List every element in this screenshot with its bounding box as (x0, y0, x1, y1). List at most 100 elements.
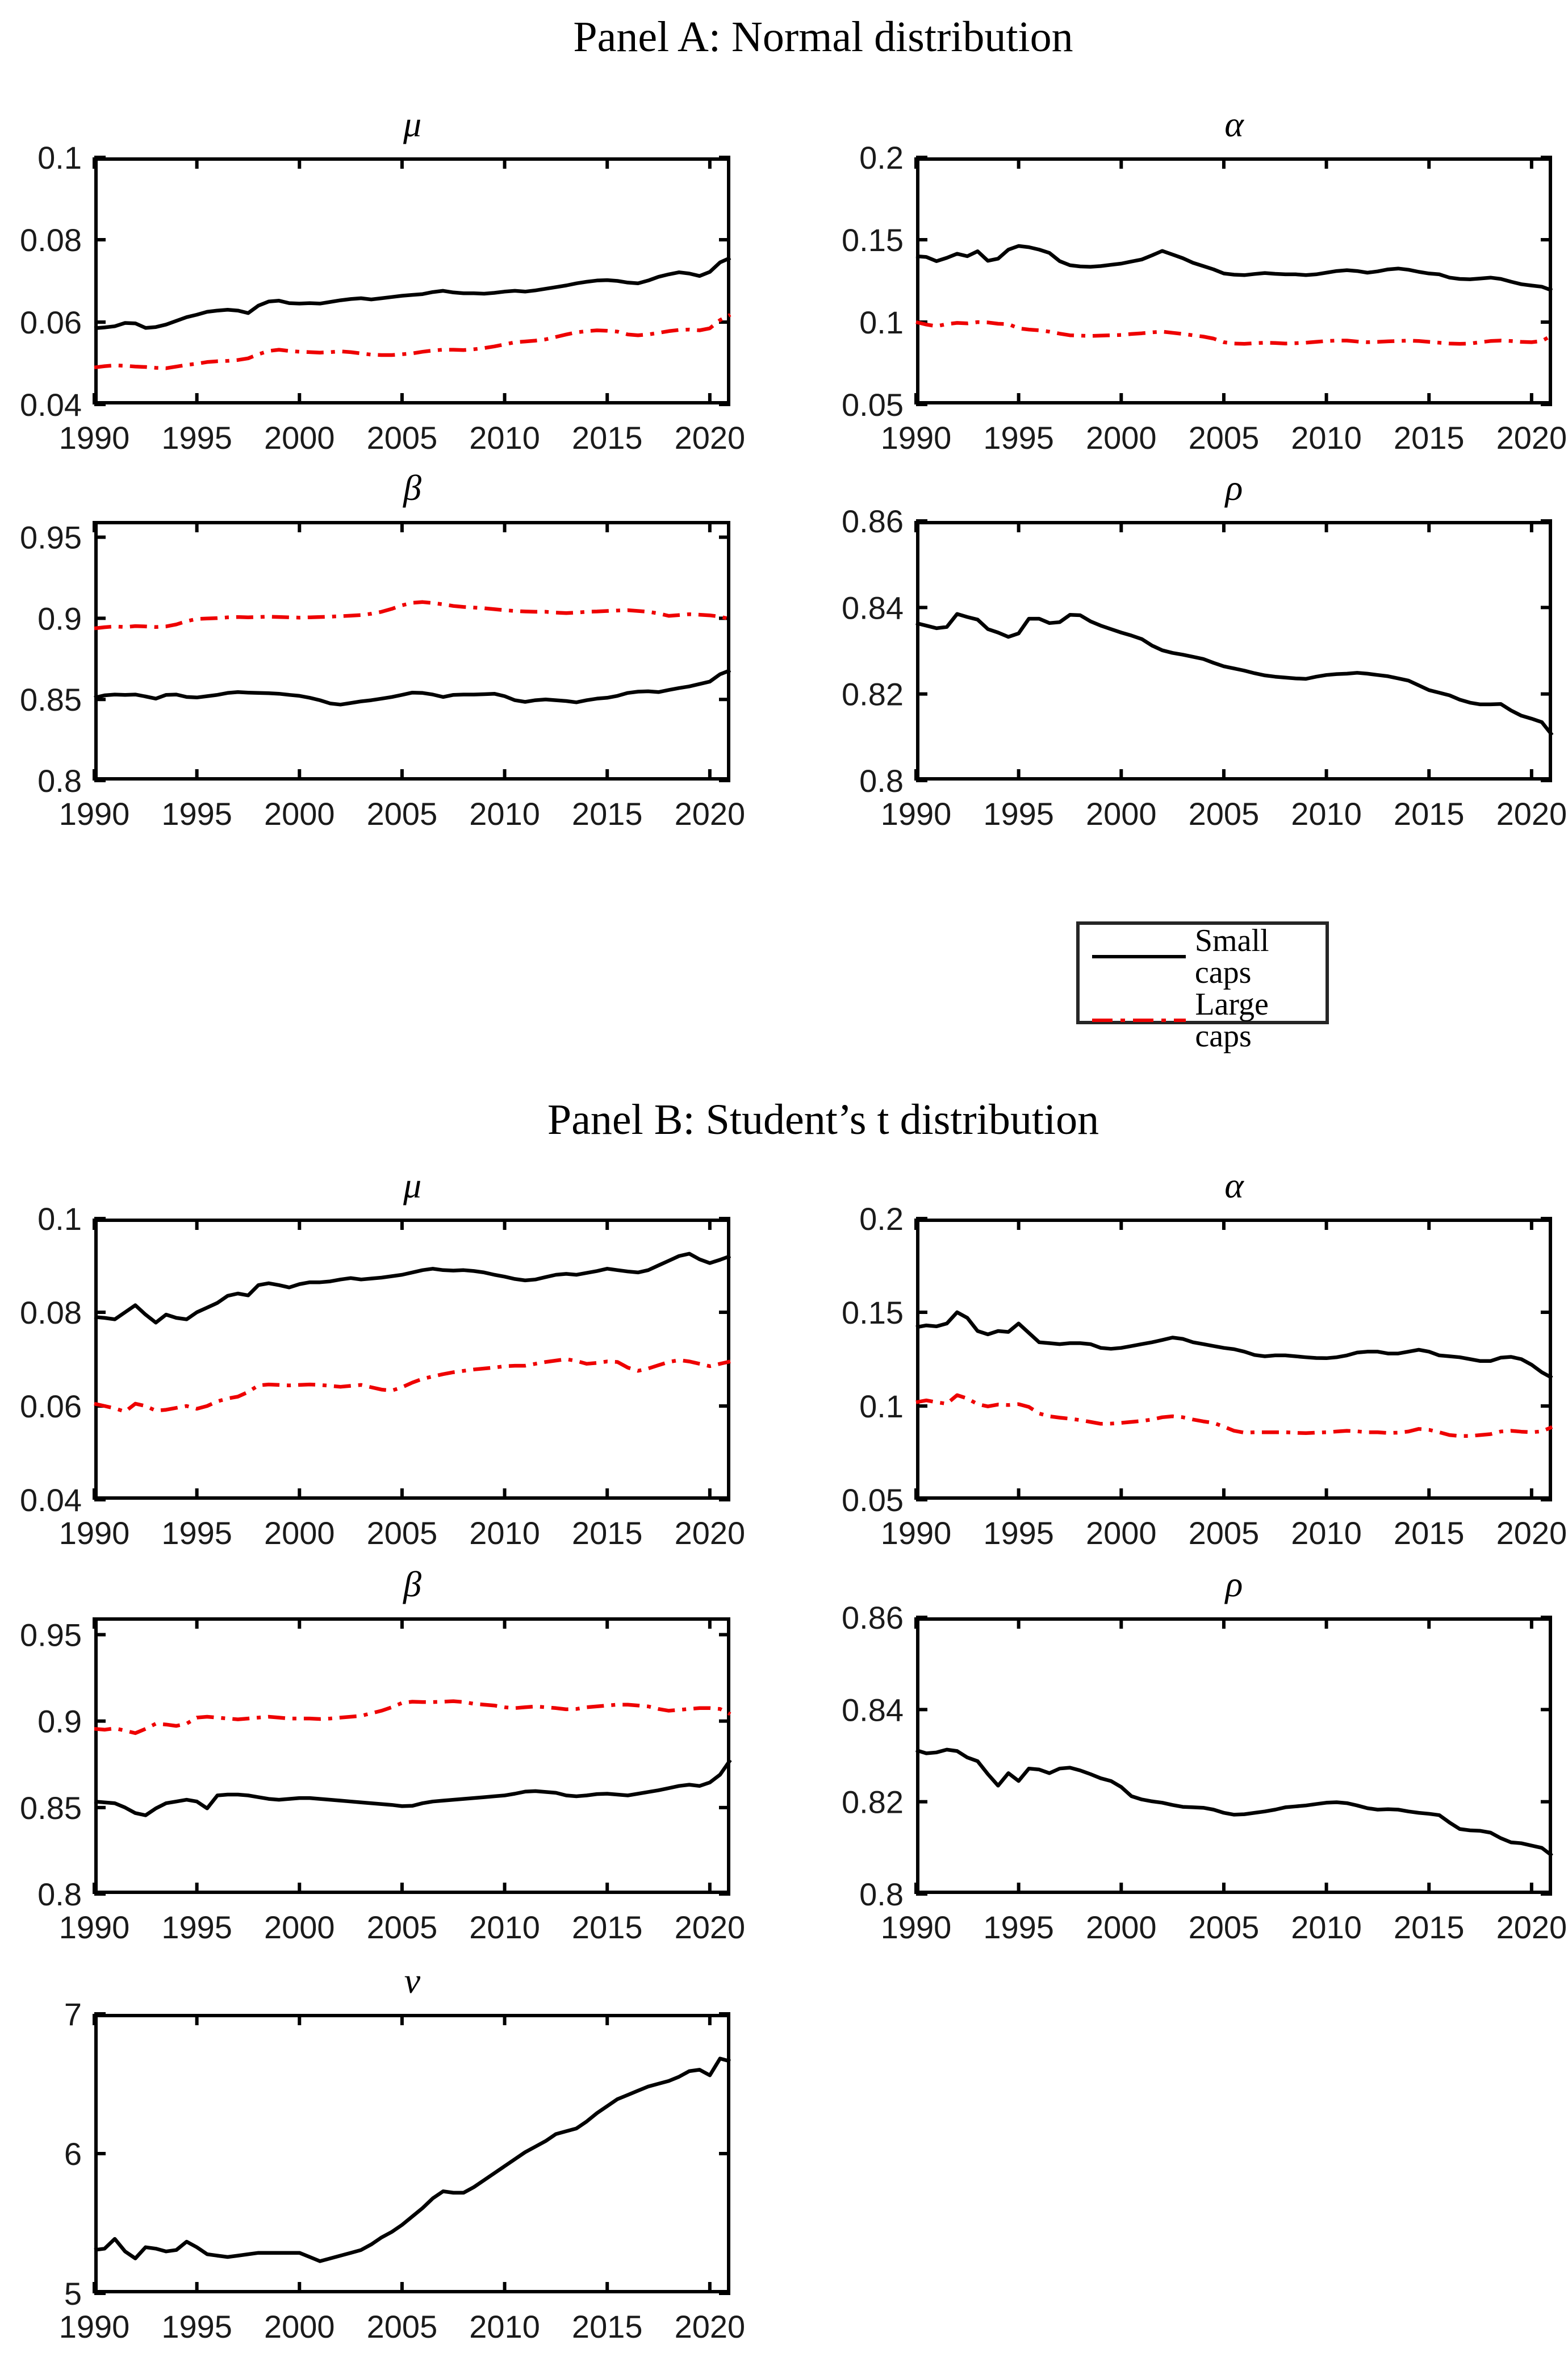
svg-text:1995: 1995 (983, 1909, 1054, 1945)
panel-b-title: Panel B: Student’s t distribution (547, 1096, 1099, 1144)
svg-text:2015: 2015 (572, 2309, 643, 2344)
svg-text:2005: 2005 (367, 796, 438, 832)
svg-text:0.2: 0.2 (859, 140, 904, 176)
svg-text:1990: 1990 (59, 796, 130, 832)
svg-text:1990: 1990 (881, 1515, 952, 1551)
svg-text:2020: 2020 (1496, 1515, 1567, 1551)
subplot-panelA-rho: ρ 1990 1995 2000 2005 2010 2015 2020 0.8 0.82 0.8… (825, 467, 1568, 860)
svg-text:5: 5 (64, 2276, 82, 2312)
svg-text:0.9: 0.9 (37, 600, 82, 636)
subplot-panelB-mu: μ 1990 1995 2000 2005 2010 2015 2020 0.04 0.06 0.… (3, 1165, 833, 1579)
svg-text:0.1: 0.1 (37, 1201, 82, 1237)
svg-text:2010: 2010 (1291, 1909, 1362, 1945)
legend-item-small-caps: Small caps (1092, 925, 1326, 988)
svg-text:2020: 2020 (1496, 796, 1567, 832)
svg-text:1990: 1990 (59, 420, 130, 456)
svg-text:2005: 2005 (1189, 420, 1260, 456)
svg-text:0.8: 0.8 (37, 1876, 82, 1912)
svg-text:2010: 2010 (469, 420, 540, 456)
svg-text:0.86: 0.86 (842, 503, 904, 539)
subplot-panelA-mu: μ 1990 1995 2000 2005 2010 2015 2020 0.04 0.06 0.… (3, 103, 833, 484)
plot-title-rho: ρ (1225, 1564, 1243, 1604)
svg-text:2010: 2010 (1291, 796, 1362, 832)
svg-text:1995: 1995 (161, 1515, 232, 1551)
svg-text:0.85: 0.85 (20, 682, 82, 717)
svg-text:2015: 2015 (1394, 1909, 1465, 1945)
plot-title-mu: μ (403, 1165, 422, 1205)
line-chart-panelB-alpha: 1990 1995 2000 2005 2010 2015 2020 0.05 0.1 0.15 0… (842, 1201, 1567, 1551)
svg-text:2000: 2000 (264, 420, 335, 456)
svg-text:2000: 2000 (264, 1515, 335, 1551)
svg-text:1995: 1995 (983, 420, 1054, 456)
svg-text:0.1: 0.1 (859, 1388, 904, 1424)
svg-text:1990: 1990 (881, 1909, 952, 1945)
legend-line-solid-icon (1092, 955, 1186, 958)
svg-text:2020: 2020 (675, 1909, 746, 1945)
subplot-panelB-beta: β 1990 1995 2000 2005 2010 2015 2020 0.8 0.85 0.9… (3, 1563, 833, 1974)
svg-text:0.8: 0.8 (37, 763, 82, 799)
svg-text:2010: 2010 (469, 2309, 540, 2344)
svg-text:0.15: 0.15 (842, 222, 904, 258)
svg-text:0.95: 0.95 (20, 520, 82, 556)
plot-title-alpha: α (1224, 1165, 1244, 1205)
svg-text:0.82: 0.82 (842, 1784, 904, 1820)
svg-text:2005: 2005 (367, 420, 438, 456)
legend-label-small-caps: Small caps (1194, 923, 1269, 990)
svg-text:2020: 2020 (675, 1515, 746, 1551)
svg-text:2005: 2005 (1189, 796, 1260, 832)
subplot-panelA-beta: β 1990 1995 2000 2005 2010 2015 2020 0.8 0.85 0.9… (3, 467, 833, 860)
subplot-panelB-alpha: α 1990 1995 2000 2005 2010 2015 2020 0.05 0.1 0.1… (825, 1165, 1568, 1579)
line-chart-panelA-alpha: 1990 1995 2000 2005 2010 2015 2020 0.05 0.1 0.15 0… (842, 140, 1567, 456)
svg-text:2015: 2015 (572, 1909, 643, 1945)
svg-text:1995: 1995 (983, 796, 1054, 832)
svg-text:2020: 2020 (675, 796, 746, 832)
svg-text:2020: 2020 (675, 420, 746, 456)
plot-title-alpha: α (1224, 104, 1244, 144)
svg-text:2020: 2020 (675, 2309, 746, 2344)
svg-text:1990: 1990 (59, 1515, 130, 1551)
svg-text:1995: 1995 (161, 2309, 232, 2344)
svg-text:2005: 2005 (1189, 1515, 1260, 1551)
line-chart-panelA-rho: 1990 1995 2000 2005 2010 2015 2020 0.8 0.82 0.84 0… (842, 503, 1567, 832)
line-chart-panelB-beta: 1990 1995 2000 2005 2010 2015 2020 0.8 0.85 0.9 0.… (20, 1617, 745, 1945)
svg-text:0.04: 0.04 (20, 1482, 82, 1518)
svg-text:1995: 1995 (161, 1909, 232, 1945)
panel-a-title: Panel A: Normal distribution (573, 13, 1073, 61)
subplot-panelB-rho: ρ 1990 1995 2000 2005 2010 2015 2020 0.8 0.82 0.8… (825, 1563, 1568, 1974)
svg-text:2000: 2000 (1086, 1909, 1157, 1945)
subplot-panelA-alpha: α 1990 1995 2000 2005 2010 2015 2020 0.05 0.1 0.1… (825, 103, 1568, 484)
svg-text:2020: 2020 (1496, 420, 1567, 456)
svg-text:2005: 2005 (367, 2309, 438, 2344)
line-chart-panelB-rho: 1990 1995 2000 2005 2010 2015 2020 0.8 0.82 0.84 0… (842, 1600, 1567, 1945)
plot-title-beta: β (403, 1564, 421, 1604)
plot-title-nu: ν (404, 1960, 421, 2001)
svg-text:0.95: 0.95 (20, 1617, 82, 1653)
svg-text:7: 7 (64, 1996, 82, 2032)
line-chart-panelA-beta: 1990 1995 2000 2005 2010 2015 2020 0.8 0.85 0.9 0.… (20, 520, 745, 832)
svg-text:0.8: 0.8 (859, 763, 904, 799)
svg-text:1995: 1995 (161, 420, 232, 456)
line-chart-panelA-mu: 1990 1995 2000 2005 2010 2015 2020 0.04 0.06 0.08… (20, 140, 745, 456)
svg-text:0.1: 0.1 (859, 304, 904, 340)
svg-text:2015: 2015 (572, 1515, 643, 1551)
svg-text:1990: 1990 (59, 1909, 130, 1945)
svg-text:2000: 2000 (264, 2309, 335, 2344)
subplot-panelB-nu: ν 1990 1995 2000 2005 2010 2015 2020 5 6 7 (3, 1960, 833, 2353)
svg-text:0.84: 0.84 (842, 590, 904, 625)
svg-text:2010: 2010 (469, 796, 540, 832)
svg-text:0.2: 0.2 (859, 1201, 904, 1237)
svg-text:0.06: 0.06 (20, 1388, 82, 1424)
plot-title-rho: ρ (1225, 468, 1243, 508)
legend-item-large-caps: Large caps (1092, 988, 1326, 1052)
svg-text:1995: 1995 (161, 796, 232, 832)
svg-text:1990: 1990 (881, 796, 952, 832)
svg-text:2010: 2010 (1291, 420, 1362, 456)
svg-text:0.06: 0.06 (20, 304, 82, 340)
svg-text:0.82: 0.82 (842, 677, 904, 712)
svg-text:0.84: 0.84 (842, 1692, 904, 1728)
svg-text:1990: 1990 (59, 2309, 130, 2344)
legend-label-large-caps: Large caps (1195, 987, 1269, 1054)
svg-text:2000: 2000 (264, 796, 335, 832)
svg-text:2010: 2010 (469, 1515, 540, 1551)
